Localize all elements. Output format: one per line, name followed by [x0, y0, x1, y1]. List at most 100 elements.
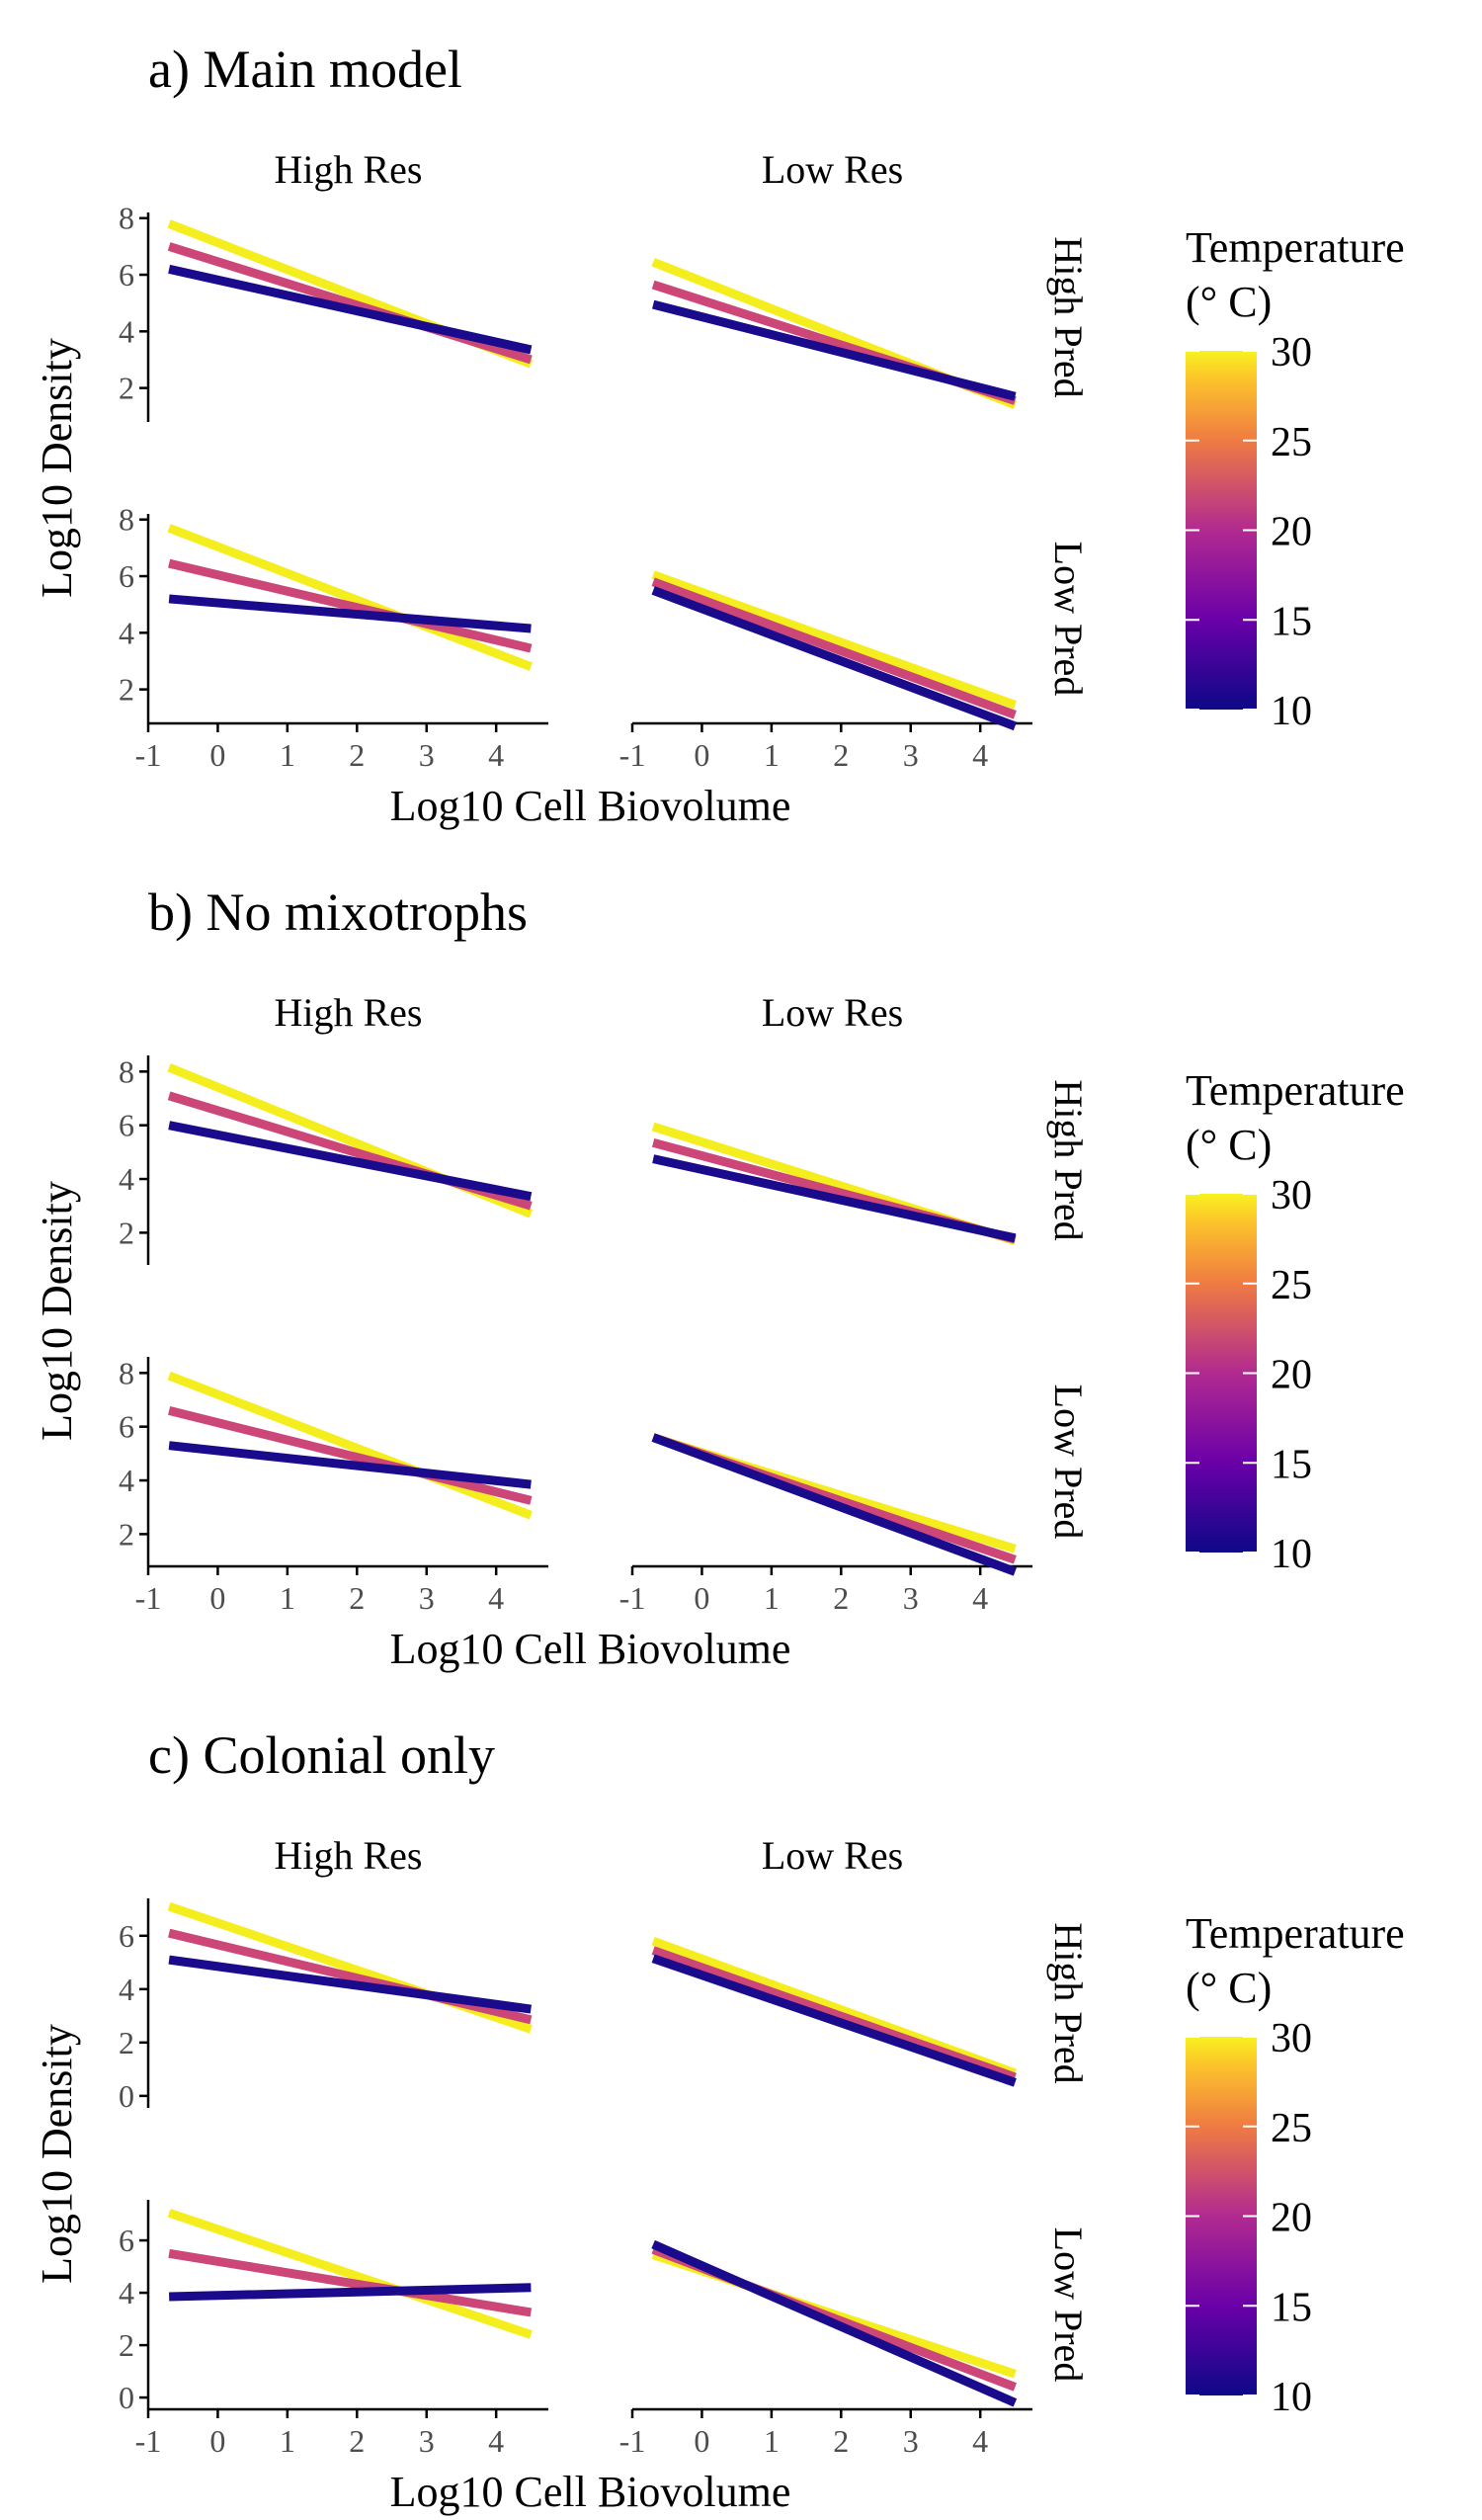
- series-line-t10: [651, 586, 1017, 731]
- y-tick-label: 4: [119, 615, 134, 650]
- x-tick-label: 0: [209, 1580, 225, 1616]
- legend-tick-label: 15: [1271, 2285, 1312, 2330]
- x-tick-label: 2: [833, 2423, 849, 2459]
- y-axis-label: Log10 Density: [33, 2024, 81, 2284]
- series-line-t30: [651, 1936, 1017, 2078]
- x-tick-label: 3: [903, 1580, 919, 1616]
- x-tick-label: 3: [419, 737, 435, 773]
- legend-tick-label: 30: [1271, 2016, 1312, 2061]
- y-tick-label: 8: [119, 1355, 134, 1390]
- chart-section-2: c) Colonial only High Res Low Res High Pred…: [33, 1725, 1405, 2516]
- x-tick-label: 1: [764, 1580, 780, 1616]
- x-axis-label: Log10 Cell Biovolume: [390, 782, 791, 830]
- column-label: High Res: [275, 990, 423, 1035]
- x-tick-label: 4: [972, 1580, 988, 1616]
- panel-0-1: [651, 1122, 1017, 1245]
- legend-tick-label: 25: [1271, 1263, 1312, 1308]
- series-line-t10: [168, 1441, 532, 1489]
- y-tick-label: 6: [119, 1918, 134, 1954]
- panel-0-1: [651, 257, 1018, 409]
- panel-0-0: 2 4 6 8: [119, 1053, 534, 1265]
- series-line-t10: [168, 594, 532, 633]
- column-label: High Res: [275, 147, 423, 192]
- series-line-t10: [168, 1121, 533, 1202]
- series-line-t10: [169, 2283, 532, 2302]
- legend-tick-label: 25: [1271, 420, 1312, 465]
- y-tick-label: 8: [119, 1053, 134, 1089]
- column-label: Low Res: [762, 990, 903, 1035]
- x-tick-label: 2: [833, 1580, 849, 1616]
- legend-tick-label: 20: [1271, 1353, 1312, 1398]
- panel-0-0: 2 4 6 8: [119, 201, 534, 422]
- legend-title: Temperature: [1186, 1066, 1405, 1115]
- y-axis-label: Log10 Density: [33, 1181, 81, 1441]
- series-line-t30: [167, 1371, 534, 1520]
- y-tick-label: 6: [119, 1108, 134, 1143]
- x-tick-label: 4: [488, 737, 504, 773]
- chart-title: a) Main model: [148, 40, 462, 99]
- legend-tick-label: 30: [1271, 330, 1312, 376]
- series-line-t30: [167, 524, 534, 671]
- chart-section-0: a) Main model High Res Low Res High Pred 2 4 6…: [33, 40, 1405, 830]
- column-label: High Res: [275, 1833, 423, 1878]
- series-line-t20: [651, 1946, 1017, 2082]
- x-tick-label: -1: [135, 2423, 162, 2459]
- series-line-t10: [651, 1954, 1017, 2087]
- series-line-t20: [168, 1928, 533, 2025]
- x-tick-label: -1: [135, 737, 162, 773]
- x-tick-label: -1: [135, 1580, 162, 1616]
- series-line-t30: [651, 570, 1017, 710]
- chart-title: c) Colonial only: [148, 1725, 495, 1785]
- row-label: Low Pred: [1046, 2227, 1091, 2383]
- x-axis-label: Log10 Cell Biovolume: [390, 1625, 791, 1673]
- row-label: High Pred: [1046, 1079, 1091, 1240]
- series-line-t30: [167, 2208, 533, 2339]
- chart-layer: a) Main model High Res Low Res High Pred 2 4 6…: [33, 40, 1405, 2516]
- y-tick-label: 0: [119, 2380, 134, 2415]
- legend-tick-label: 15: [1271, 599, 1312, 644]
- y-tick-label: 6: [119, 2223, 134, 2258]
- x-tick-label: 1: [280, 737, 295, 773]
- x-tick-label: 0: [694, 1580, 709, 1616]
- y-tick-label: 6: [119, 1409, 134, 1445]
- panel-1-1: -1 0 1 2 3 4: [619, 2239, 1032, 2459]
- legend-title: Temperature: [1186, 223, 1405, 272]
- series-line-t20: [168, 2248, 533, 2317]
- x-tick-label: 1: [280, 2423, 295, 2459]
- x-tick-label: -1: [619, 737, 646, 773]
- chart-title: b) No mixotrophs: [148, 882, 528, 942]
- series-line-t10: [168, 1955, 532, 2014]
- y-tick-label: 4: [119, 1972, 134, 2007]
- legend-title: Temperature: [1186, 1909, 1405, 1958]
- y-tick-label: 6: [119, 558, 134, 594]
- series-line-t20: [167, 242, 533, 365]
- x-tick-label: 3: [903, 2423, 919, 2459]
- y-tick-label: 8: [119, 201, 134, 236]
- y-tick-label: 2: [119, 2025, 134, 2060]
- legend-unit: (° C): [1186, 278, 1272, 326]
- y-tick-label: 2: [119, 2327, 134, 2363]
- y-tick-label: 4: [119, 1463, 134, 1498]
- legend-tick-label: 10: [1271, 689, 1312, 734]
- legend-tick-label: 15: [1271, 1442, 1312, 1487]
- column-label: Low Res: [762, 147, 903, 192]
- y-axis-label: Log10 Density: [33, 338, 81, 598]
- row-label: Low Pred: [1046, 1385, 1091, 1540]
- series-line-t20: [168, 558, 533, 653]
- x-tick-label: 1: [764, 2423, 780, 2459]
- y-tick-label: 2: [119, 1516, 134, 1552]
- y-tick-label: 2: [119, 371, 134, 406]
- x-tick-label: 4: [972, 2423, 988, 2459]
- series-line-t10: [168, 264, 533, 355]
- series-line-t20: [651, 577, 1017, 719]
- x-tick-label: 3: [903, 737, 919, 773]
- y-tick-label: 0: [119, 2078, 134, 2114]
- series-line-t10: [651, 2239, 1018, 2407]
- x-tick-label: 1: [280, 1580, 295, 1616]
- series-line-t10: [652, 1154, 1017, 1243]
- y-tick-label: 4: [119, 313, 134, 349]
- x-axis-label: Log10 Cell Biovolume: [390, 2468, 791, 2516]
- legend-tick-label: 10: [1271, 1532, 1312, 1577]
